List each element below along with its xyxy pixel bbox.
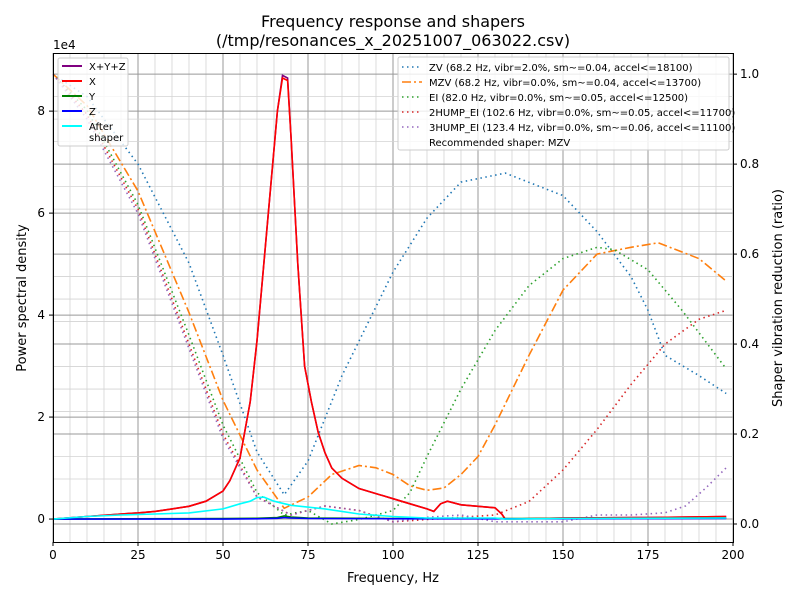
y-tick-label: 8 <box>37 104 45 118</box>
x-tick-label: 200 <box>722 548 745 562</box>
legend-label: 2HUMP_EI (102.6 Hz, vibr=0.0%, sm~=0.05,… <box>429 108 735 119</box>
legend-box <box>397 56 730 151</box>
x-tick-label: 0 <box>49 548 57 562</box>
grid <box>52 53 734 542</box>
y-tick-label: 0 <box>37 512 45 526</box>
legend-label: shaper <box>89 133 124 144</box>
y-axis-right-label: Shaper vibration reduction (ratio) <box>771 189 786 407</box>
y-right-tick-label: 0.0 <box>740 517 759 531</box>
x-tick-label: 25 <box>130 548 145 562</box>
y-right-tick-label: 0.4 <box>740 337 759 351</box>
y-tick-label: 6 <box>37 206 45 220</box>
series-lines <box>52 73 727 525</box>
y-right-tick-label: 0.6 <box>740 247 759 261</box>
x-tick-label: 150 <box>552 548 575 562</box>
legend-label: 3HUMP_EI (123.4 Hz, vibr=0.0%, sm~=0.06,… <box>429 123 735 134</box>
y-tick-label: 2 <box>37 410 45 424</box>
legend-label: MZV (68.2 Hz, vibr=0.0%, sm~=0.04, accel… <box>429 78 701 89</box>
recommended-shaper-label: Recommended shaper: MZV <box>429 138 570 149</box>
legend-label: EI (82.0 Hz, vibr=0.0%, sm~=0.05, accel<… <box>429 93 688 104</box>
legend-label: ZV (68.2 Hz, vibr=2.0%, sm~=0.04, accel<… <box>429 63 693 74</box>
psd-line <box>52 76 727 520</box>
y-right-tick-label: 1.0 <box>740 67 759 81</box>
y-right-tick-label: 0.2 <box>740 427 759 441</box>
y-tick-label: 4 <box>37 308 45 322</box>
legend-label: Z <box>89 107 96 118</box>
legend-label: After <box>89 122 114 133</box>
shaper-line <box>52 73 727 510</box>
legend-shapers: ZV (68.2 Hz, vibr=2.0%, sm~=0.04, accel<… <box>397 56 735 151</box>
ticks: 0 25 50 75 100 125 150 175 200 0 2 4 6 8 0.0 0.2 0.4 0.6 0… <box>37 67 759 562</box>
legend-label: X <box>89 77 96 88</box>
y-axis-label: Power spectral density <box>15 224 30 372</box>
x-tick-label: 175 <box>637 548 660 562</box>
legend-label: Y <box>88 92 96 103</box>
x-tick-label: 125 <box>467 548 490 562</box>
shaper-line <box>52 73 727 523</box>
x-tick-label: 100 <box>382 548 405 562</box>
x-axis-label: Frequency, Hz <box>347 571 439 586</box>
psd-line <box>52 496 727 520</box>
chart-title: Frequency response and shapers <box>261 12 525 31</box>
y-right-tick-label: 0.8 <box>740 157 759 171</box>
x-tick-label: 75 <box>300 548 315 562</box>
legend-label: X+Y+Z <box>89 62 126 73</box>
chart-subtitle: (/tmp/resonances_x_20251007_063022.csv) <box>216 31 570 51</box>
y-offset-label: 1e4 <box>53 38 76 52</box>
x-tick-label: 50 <box>215 548 230 562</box>
